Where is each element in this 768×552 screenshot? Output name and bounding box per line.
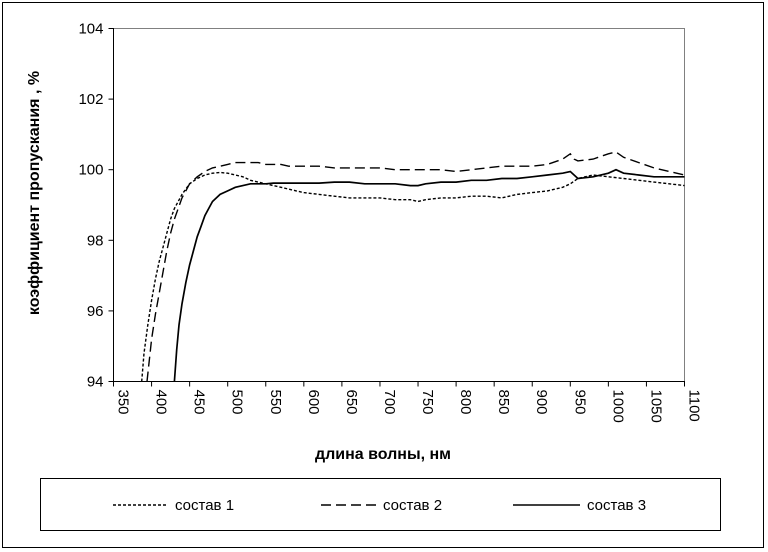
y-tick-label: 96 [87, 303, 104, 320]
y-tick-label: 100 [78, 162, 103, 179]
x-tick-label: 750 [419, 390, 436, 415]
x-tick-label: 1100 [686, 390, 703, 422]
x-ticks: 350 400 450 500 550 600 650 700 750 800 850 900 950 1… [113, 381, 703, 423]
x-tick-label: 800 [457, 390, 474, 415]
x-tick-label: 550 [267, 390, 284, 415]
legend-label-2: состав 2 [383, 497, 442, 514]
legend-label-1: состав 1 [175, 497, 234, 514]
x-tick-label: 900 [533, 390, 550, 415]
x-tick-label: 1050 [647, 390, 664, 423]
series-line-1 [141, 171, 685, 382]
legend-label-3: состав 3 [587, 497, 646, 514]
x-tick-label: 600 [305, 390, 322, 415]
x-tick-label: 500 [229, 390, 246, 415]
x-tick-label: 400 [153, 390, 170, 415]
y-tick-label: 98 [87, 232, 104, 249]
plot-area [113, 28, 685, 382]
transmission-chart: 94 96 98 100 102 104 350 400 450 500 550 600 650 700… [26, 21, 721, 531]
series-layer [141, 151, 685, 382]
legend-item-3: состав 3 [513, 497, 646, 514]
legend-item-1: состав 1 [113, 497, 234, 514]
x-tick-label: 850 [495, 390, 512, 415]
x-tick-label: 350 [115, 390, 132, 415]
x-tick-label: 700 [381, 390, 398, 415]
series-line-3 [173, 168, 685, 382]
x-tick-label: 450 [191, 390, 208, 415]
y-tick-label: 104 [78, 21, 103, 38]
y-tick-label: 102 [78, 91, 103, 108]
x-tick-label: 1000 [609, 390, 626, 423]
series-line-2 [146, 151, 685, 382]
x-tick-label: 650 [343, 390, 360, 415]
x-axis-title: длина волны, нм [315, 446, 451, 463]
y-axis-title: коэффициент пропускания , % [26, 71, 43, 315]
legend-item-2: состав 2 [321, 497, 442, 514]
x-tick-label: 950 [571, 390, 588, 415]
y-tick-label: 94 [87, 374, 104, 391]
y-ticks: 94 96 98 100 102 104 [78, 21, 114, 391]
